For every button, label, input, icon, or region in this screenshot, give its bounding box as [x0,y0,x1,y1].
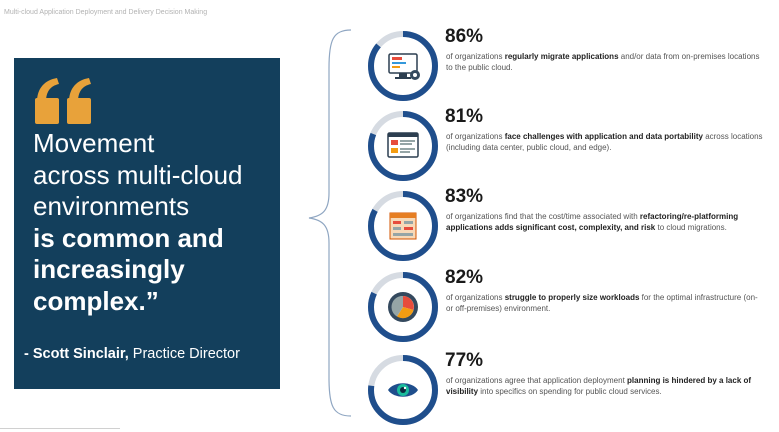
cost-table-icon [389,212,417,240]
header-title: Multi-cloud Application Deployment and D… [4,9,208,16]
stat-bold-text: struggle to properly size workloads [504,293,640,302]
stat-percent: 81% [445,106,484,127]
stat-description: of organizations find that the cost/time… [446,212,766,233]
quote-line: complex.” [33,285,159,316]
quote-mark-icon [35,78,91,124]
stat-bold-text: planning is hindered by a lack of visibi… [446,376,752,396]
stat-text: and/or data from on-premises locations t… [446,52,760,72]
app-window-icon [387,132,419,158]
stat-percent: 77% [445,350,484,371]
percent-ring [368,272,438,342]
stat-description: of organizations face challenges with ap… [446,132,766,153]
quote-text: Movement across multi-cloud environments… [33,128,273,317]
stat-item: 77% of organizations agree that applicati… [367,350,767,426]
stat-text: to cloud migrations. [655,222,727,232]
stat-item: 83% of organizations find that the cost/t… [367,186,767,262]
eye-icon [388,383,418,397]
monitor-code-icon [388,53,420,80]
stat-text: into specifics on spending for public cl… [478,386,662,396]
percent-ring [368,31,438,101]
stat-item: 81% of organizations face challenges with… [367,106,767,182]
gear-pie-icon [388,292,418,322]
quote-line: Movement [33,128,155,158]
stat-text: of organizations [446,132,505,141]
percent-ring [368,111,438,181]
quote-line: across multi-cloud [33,159,243,190]
quote-line: increasingly [33,254,185,284]
stat-text: of organizations [446,293,505,302]
curly-brace [308,29,352,417]
stat-bold-text: refactoring/re-platforming applications … [446,212,739,232]
author-name: - Scott Sinclair, [24,346,129,362]
footer-rule [0,428,120,429]
quote-line: is common and [33,222,224,253]
stat-text: of organizations find that the cost/time… [446,212,640,221]
stat-description: of organizations struggle to properly si… [446,293,766,314]
stat-bold-text: regularly migrate applications [504,52,619,61]
stat-percent: 86% [445,26,484,47]
stat-item: 82% of organizations struggle to properly… [367,267,767,343]
author-title: Practice Director [128,346,240,362]
quote-attribution: - Scott Sinclair, Practice Director [24,346,240,362]
percent-ring [368,191,438,261]
stat-percent: 83% [445,186,484,207]
stat-text: of organizations agree that application … [446,376,628,385]
stat-percent: 82% [445,267,484,288]
stat-text: across locations (including data center,… [446,132,763,152]
percent-ring [368,355,438,425]
quote-line: environments [33,191,190,221]
stat-bold-text: face challenges with application and dat… [504,132,703,141]
stat-item: 86% of organizations regularly migrate ap… [367,26,767,102]
stat-description: of organizations regularly migrate appli… [446,52,766,73]
stat-text: of organizations [446,52,505,61]
stat-description: of organizations agree that application … [446,376,766,397]
stat-text: for the optimal infrastructure (on- or o… [446,293,758,313]
